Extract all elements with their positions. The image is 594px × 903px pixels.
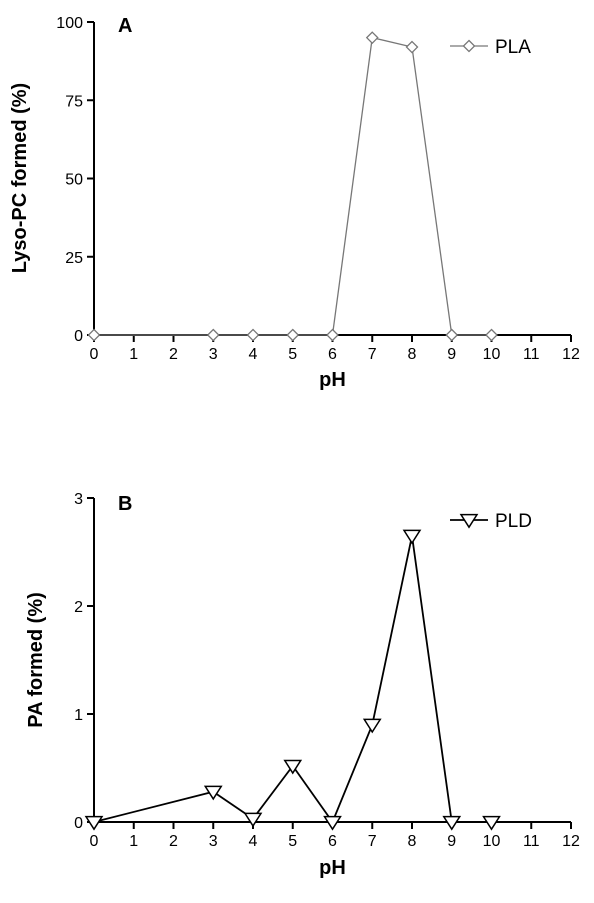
y-tick-label: 1 [74, 707, 83, 724]
x-tick-label: 7 [368, 346, 377, 363]
x-tick-label: 3 [209, 833, 218, 850]
x-axis-title: pH [319, 857, 346, 879]
data-point [362, 718, 382, 734]
x-tick-label: 0 [90, 833, 99, 850]
series-line-pla [94, 36, 492, 336]
y-axis-title: PA formed (%) [25, 592, 47, 728]
x-tick-label: 4 [249, 833, 258, 850]
data-point [326, 328, 339, 342]
data-point [442, 815, 462, 831]
x-tick-label: 6 [328, 346, 337, 363]
legend-marker [462, 39, 476, 53]
x-tick-label: 5 [288, 833, 297, 850]
data-point [246, 328, 260, 342]
y-tick-label: 3 [74, 491, 83, 508]
panel-label: B [118, 493, 132, 515]
x-tick-label: 2 [169, 833, 178, 850]
x-tick-label: 6 [328, 833, 337, 850]
data-point [445, 328, 459, 342]
x-tick-label: 10 [483, 346, 501, 363]
y-axis-title: Lyso-PC formed (%) [9, 83, 31, 273]
x-tick-label: 4 [249, 346, 258, 363]
x-tick-label: 9 [447, 346, 456, 363]
data-point [243, 812, 263, 828]
data-point [283, 759, 303, 775]
x-tick-label: 12 [562, 346, 580, 363]
x-tick-label: 1 [129, 346, 138, 363]
y-tick-label: 100 [56, 15, 83, 32]
data-point [286, 328, 300, 342]
y-tick-label: 2 [74, 599, 83, 616]
x-tick-label: 11 [523, 346, 540, 363]
x-tick-label: 5 [288, 346, 297, 363]
data-point [482, 815, 501, 831]
x-tick-label: 9 [447, 833, 456, 850]
data-point [365, 31, 379, 45]
x-tick-label: 3 [209, 346, 218, 363]
data-point [84, 815, 104, 831]
x-tick-label: 7 [368, 833, 377, 850]
y-tick-label: 0 [74, 328, 83, 345]
x-tick-label: 1 [129, 833, 138, 850]
x-tick-label: 11 [523, 833, 540, 850]
x-tick-label: 8 [408, 346, 417, 363]
data-point [206, 328, 220, 342]
y-tick-label: 0 [74, 815, 83, 832]
series-line-pld [93, 535, 492, 824]
y-tick-label: 75 [65, 93, 83, 110]
x-tick-label: 0 [90, 346, 99, 363]
x-axis-title: pH [319, 369, 346, 391]
panel-label: A [118, 15, 132, 37]
x-tick-label: 8 [408, 833, 417, 850]
data-point [203, 785, 223, 801]
data-point [323, 815, 342, 831]
x-tick-label: 2 [169, 346, 178, 363]
legend-marker [459, 513, 479, 529]
data-point [87, 328, 101, 342]
y-tick-label: 25 [65, 250, 83, 267]
x-tick-label: 10 [483, 833, 501, 850]
data-point [405, 40, 419, 54]
data-point [485, 328, 498, 342]
x-tick-label: 12 [562, 833, 580, 850]
legend-label: PLA [495, 37, 531, 58]
data-point [402, 529, 422, 545]
legend-label: PLD [495, 511, 532, 532]
y-tick-label: 50 [65, 172, 83, 189]
